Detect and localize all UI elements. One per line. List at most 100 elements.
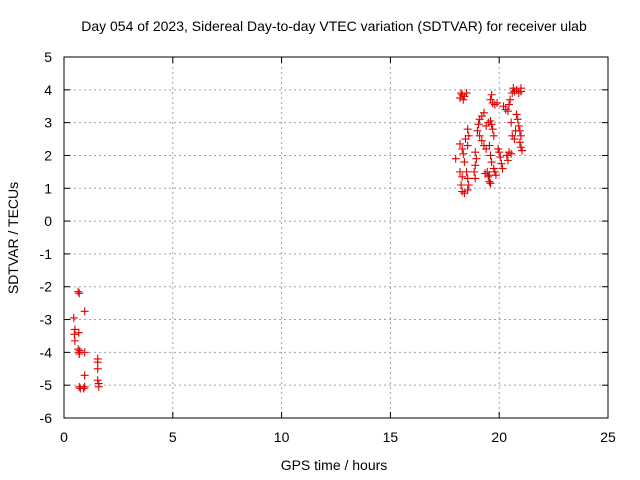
y-tick-label: -1 [40,246,53,262]
x-tick-label: 25 [600,429,616,445]
data-point [80,307,89,316]
x-tick-label: 20 [491,429,507,445]
data-point [479,108,488,117]
data-point [74,287,83,296]
data-point [451,154,460,163]
data-point [486,151,495,160]
data-point [489,131,498,140]
data-point [69,313,78,322]
data-point [70,336,79,345]
data-point [75,346,84,355]
x-tick-label: 10 [274,429,290,445]
data-point [472,154,481,163]
grid-lines [64,57,608,418]
data-point [496,153,505,162]
data-point [512,110,521,119]
data-point [463,174,472,183]
data-point [463,185,472,194]
y-tick-label: -2 [40,279,53,295]
data-point [516,131,525,140]
y-axis: -6 -5 -4 -3 -2 -1 0 1 2 3 4 5 [40,49,608,426]
plot-frame [63,56,609,419]
data-point [482,144,491,153]
data-point [488,125,497,134]
data-point [80,348,89,357]
data-point [486,179,495,188]
y-tick-label: 3 [44,115,52,131]
data-point [464,180,473,189]
data-point [463,141,472,150]
y-tick-label: 0 [44,213,52,229]
data-point [471,148,480,157]
data-point [487,120,496,129]
data-point [515,126,524,135]
y-axis-label: SDTVAR / TECUs [5,182,21,294]
data-point [460,189,469,198]
data-point [459,95,468,104]
x-tick-label: 0 [60,429,68,445]
data-point [491,171,500,180]
x-tick-label: 5 [169,429,177,445]
data-point [507,149,516,158]
data-point [490,100,499,109]
data-point [516,87,525,96]
data-point [477,136,486,145]
data-point [456,139,465,148]
y-tick-label: 5 [44,49,52,65]
data-point [504,100,513,109]
data-point [485,141,494,150]
data-point [516,143,525,152]
data-point [93,364,102,373]
chart-title: Day 054 of 2023, Sidereal Day-to-day VTE… [81,18,587,34]
data-point [74,345,83,354]
data-point [475,131,484,140]
data-point [79,384,88,393]
x-tick-label: 15 [383,429,399,445]
data-point [513,115,522,124]
data-point [459,149,468,158]
data-point [489,164,498,173]
data-point [495,148,504,157]
data-point [462,167,471,176]
data-points [69,84,527,393]
data-point [461,135,470,144]
data-point [487,90,496,99]
data-point [493,98,502,107]
y-tick-label: 4 [44,82,52,98]
data-point [498,164,507,173]
data-point [94,382,103,391]
data-point [497,159,506,168]
data-point [457,180,466,189]
data-point [514,121,523,130]
x-axis-label: GPS time / hours [281,457,388,473]
data-point [463,125,472,134]
data-point [494,144,503,153]
data-point [474,120,483,129]
data-point [464,131,473,140]
data-point [518,146,527,155]
y-tick-label: 1 [44,180,52,196]
data-point [93,376,102,385]
y-tick-label: 2 [44,147,52,163]
data-point [80,371,89,380]
y-tick-label: -6 [40,410,53,426]
x-axis: 0 5 10 15 20 25 [60,57,616,445]
data-point [75,289,84,298]
data-point [510,135,519,144]
data-point [486,116,495,125]
data-point [487,158,496,167]
data-point [458,144,467,153]
data-point [506,95,515,104]
data-point [471,161,480,170]
y-tick-label: -5 [40,377,53,393]
data-point [484,172,493,181]
data-point [458,172,467,181]
y-tick-label: -4 [40,344,53,360]
data-point [74,328,83,337]
data-point [460,158,469,167]
data-point [503,107,512,116]
data-point [509,84,518,93]
data-point [490,167,499,176]
data-point [507,118,516,127]
